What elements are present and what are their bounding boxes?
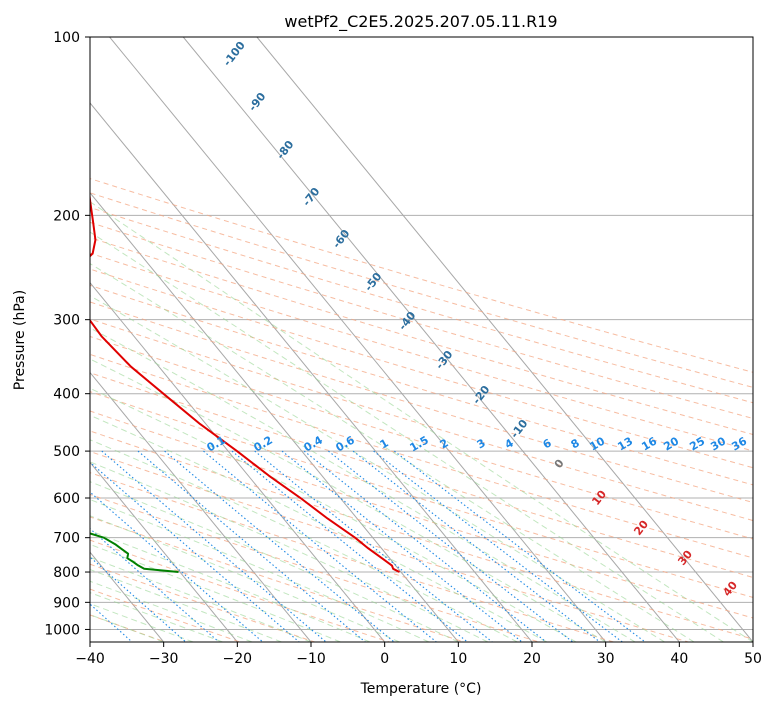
- mixing-ratio-line: [303, 450, 547, 642]
- mixing-ratio-line: [231, 450, 468, 642]
- mixing-ratio-line: [373, 450, 623, 642]
- dry-adiabat: [90, 430, 753, 640]
- y-tick-label: 900: [53, 595, 80, 611]
- y-tick-label: 300: [53, 313, 80, 329]
- moist-adiabat: [90, 295, 665, 642]
- dry-adiabat: [90, 372, 753, 578]
- temperature-profile-line: [90, 191, 400, 573]
- x-tick-label: −30: [149, 651, 179, 667]
- dry-adiabat: [90, 221, 753, 420]
- y-axis-label: Pressure (hPa): [12, 290, 28, 390]
- y-tick-label: 700: [53, 531, 80, 547]
- dry-adiabat: [90, 539, 390, 642]
- isotherm-30: [109, 37, 607, 642]
- mixing-ratio-line: [90, 461, 300, 642]
- dry-adiabat: [90, 516, 465, 642]
- x-tick-label: 20: [523, 651, 541, 667]
- moist-adiabat: [90, 439, 518, 642]
- isotherm-40: [182, 37, 680, 642]
- x-tick-label: −40: [75, 651, 105, 667]
- moist-adiabat: [90, 327, 636, 642]
- plot-frame: [89, 36, 754, 643]
- y-tick-label: 400: [53, 387, 80, 403]
- mixing-ratio-line: [90, 527, 220, 642]
- isotherm--10: [90, 371, 312, 642]
- x-tick-label: −10: [296, 651, 326, 667]
- y-tick-label: 1000: [44, 622, 80, 638]
- isotherm-10: [90, 192, 459, 642]
- dry-adiabat: [90, 493, 539, 642]
- mixing-ratio-line: [394, 450, 646, 642]
- mixing-ratio-line: [281, 450, 523, 642]
- dry-adiabat: [90, 353, 753, 559]
- dry-adiabat: [90, 472, 614, 642]
- isotherm-0: [90, 281, 386, 642]
- grid-layer: [90, 37, 753, 642]
- moist-adiabat: [90, 515, 400, 642]
- dry-adiabat: [90, 284, 753, 486]
- y-tick-label: 800: [53, 565, 80, 581]
- mixing-ratio-line: [90, 491, 264, 642]
- moist-adiabat: [90, 499, 430, 642]
- x-tick-label: 50: [744, 651, 762, 667]
- y-tick-label: 600: [53, 491, 80, 507]
- y-tick-label: 100: [53, 30, 80, 46]
- y-axis-ticks: 100 200 300 400 500 600 700 800 900 1000: [44, 30, 90, 638]
- dry-adiabat: [90, 410, 753, 619]
- moist-adiabat: [90, 201, 753, 642]
- mixing-ratio-line: [101, 450, 327, 642]
- x-tick-label: −20: [223, 651, 253, 667]
- dry-adiabat: [90, 252, 753, 452]
- moist-adiabat: [90, 530, 371, 642]
- dewpoint-profile-line: [90, 532, 179, 574]
- x-tick-label: 0: [380, 651, 389, 667]
- isotherm-50: [256, 37, 753, 642]
- series-layer: [90, 191, 400, 574]
- x-axis-label: Temperature (°C): [360, 681, 482, 697]
- mixing-ratio-line: [164, 450, 395, 642]
- moist-adiabat: [90, 481, 459, 642]
- x-tick-label: 10: [449, 651, 467, 667]
- dry-adiabat: [90, 301, 753, 504]
- dry-adiabat: [90, 335, 753, 540]
- isotherm-20: [90, 102, 533, 642]
- x-axis-ticks: −40 −30 −20 −10 0 10 20 30 40 50: [75, 642, 762, 667]
- moist-adiabat: [90, 358, 606, 642]
- x-tick-label: 40: [670, 651, 688, 667]
- y-tick-label: 500: [53, 444, 80, 460]
- chart-title: wetPf2_C2E5.2025.207.05.11.R19: [284, 12, 557, 32]
- mixing-ratio-line: [137, 450, 366, 642]
- dry-adiabat: [90, 391, 753, 598]
- moist-adiabat: [90, 461, 489, 642]
- y-tick-label: 200: [53, 208, 80, 224]
- dry-adiabat: [90, 178, 753, 373]
- mixing-ratio-line: [90, 603, 133, 642]
- dry-adiabat: [90, 206, 753, 404]
- x-tick-label: 30: [597, 651, 615, 667]
